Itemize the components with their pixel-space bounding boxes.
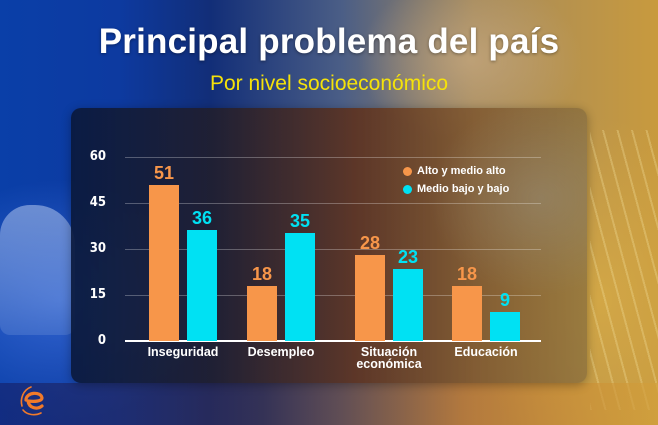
- bar-educacion-alto: [452, 286, 482, 341]
- gridline-45: [125, 203, 541, 204]
- value-label: 36: [191, 208, 213, 228]
- background-floor: [0, 383, 658, 425]
- bar-situacion-economica-alto: [355, 255, 385, 341]
- legend-item-alto: Alto y medio alto: [403, 162, 509, 180]
- gridline-30: [125, 249, 541, 250]
- bar-situacion-economica-bajo: [393, 269, 423, 341]
- background-car: [0, 205, 75, 335]
- y-tick-label: 30: [89, 241, 106, 256]
- gridline-60: [125, 157, 541, 158]
- page-subtitle: Por nivel socioeconómico: [209, 72, 449, 95]
- y-tick-label: 45: [89, 195, 106, 210]
- legend-label: Medio bajo y bajo: [417, 183, 510, 195]
- bar-inseguridad-alto: [149, 185, 179, 341]
- x-category-label: Inseguridad: [128, 345, 238, 359]
- legend-label: Alto y medio alto: [417, 165, 506, 177]
- value-label: 28: [359, 233, 381, 253]
- value-label: 35: [289, 211, 311, 231]
- value-label: 18: [251, 264, 273, 284]
- x-category-label: Educación: [431, 345, 541, 359]
- bar-desempleo-alto: [247, 286, 277, 341]
- x-label-line: Situación: [360, 345, 418, 359]
- bar-desempleo-bajo: [285, 233, 315, 341]
- legend-item-bajo: Medio bajo y bajo: [403, 180, 509, 198]
- bar-inseguridad-bajo: [187, 230, 217, 341]
- legend-swatch-cyan-icon: [403, 184, 412, 194]
- bar-educacion-bajo: [490, 312, 520, 341]
- x-label-line: Educación: [454, 345, 518, 359]
- value-label: 51: [153, 163, 175, 183]
- value-label: 9: [499, 290, 510, 310]
- x-label-line: Desempleo: [247, 345, 315, 359]
- x-category-label: Desempleo: [226, 345, 336, 359]
- x-label-line: Inseguridad: [147, 345, 219, 359]
- y-tick-label: 60: [89, 149, 106, 164]
- y-tick-label: 15: [89, 287, 106, 302]
- background-shopping-cart: [590, 130, 658, 410]
- legend-swatch-orange-icon: [403, 166, 412, 176]
- x-label-line: económica: [356, 357, 422, 371]
- e-logo-icon: [20, 386, 44, 416]
- x-category-label: Situación económica: [334, 345, 444, 371]
- gridline-15: [125, 295, 541, 296]
- value-label: 18: [456, 264, 478, 284]
- y-tick-label: 0: [97, 333, 106, 348]
- x-axis-baseline: [125, 340, 541, 342]
- chart-legend: Alto y medio alto Medio bajo y bajo: [403, 162, 509, 198]
- value-label: 23: [397, 247, 419, 267]
- page-title: Principal problema del país: [98, 22, 560, 61]
